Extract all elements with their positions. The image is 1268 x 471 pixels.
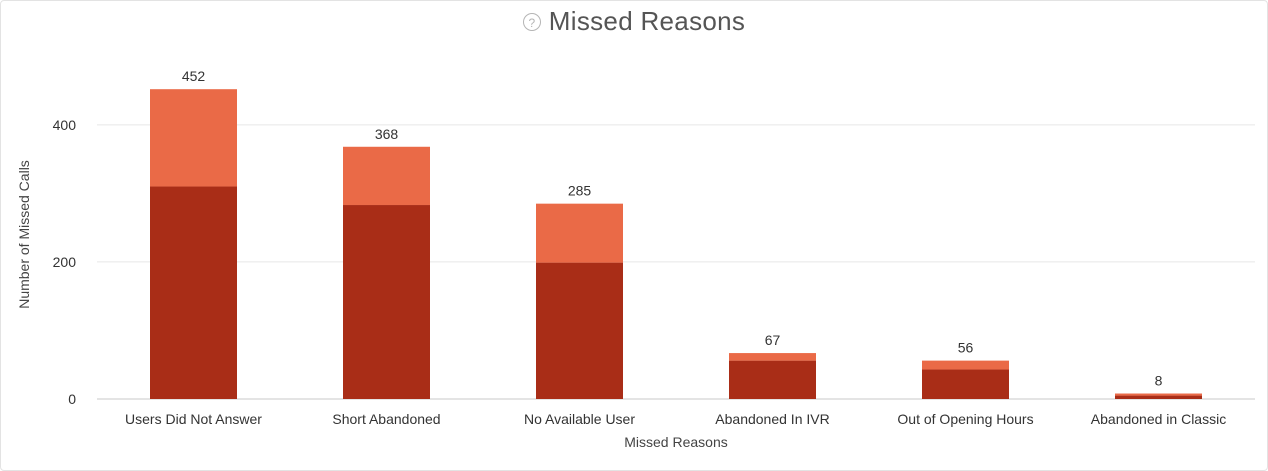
x-tick-label: No Available User bbox=[524, 411, 635, 427]
x-tick-label: Abandoned In IVR bbox=[715, 411, 829, 427]
bar-segment[interactable] bbox=[536, 262, 623, 399]
help-icon[interactable]: ? bbox=[522, 12, 541, 31]
y-tick-label: 400 bbox=[53, 117, 77, 133]
chart-title-bar: ? Missed Reasons bbox=[0, 6, 1268, 37]
bar-segment[interactable] bbox=[343, 146, 430, 206]
x-axis-title: Missed Reasons bbox=[624, 434, 728, 450]
bar-segment[interactable] bbox=[1115, 395, 1202, 399]
data-label: 285 bbox=[568, 183, 592, 199]
y-tick-label: 0 bbox=[68, 391, 76, 407]
y-tick-label: 200 bbox=[53, 254, 77, 270]
bar-segment[interactable] bbox=[729, 360, 816, 399]
bar-segment[interactable] bbox=[150, 186, 237, 399]
data-label: 452 bbox=[182, 68, 206, 84]
data-label: 8 bbox=[1155, 373, 1163, 389]
bar-segment[interactable] bbox=[1115, 393, 1202, 396]
y-axis-title: Number of Missed Calls bbox=[16, 160, 32, 309]
bar-segment[interactable] bbox=[922, 369, 1009, 399]
bar-segment[interactable] bbox=[922, 360, 1009, 370]
bar-segment[interactable] bbox=[536, 203, 623, 263]
data-label: 368 bbox=[375, 126, 399, 142]
x-tick-label: Short Abandoned bbox=[332, 411, 440, 427]
data-label: 67 bbox=[765, 332, 781, 348]
x-tick-label: Users Did Not Answer bbox=[125, 411, 262, 427]
bar-segment[interactable] bbox=[150, 89, 237, 187]
chart-title: Missed Reasons bbox=[548, 6, 746, 36]
bar-segment[interactable] bbox=[729, 353, 816, 361]
bar-segment[interactable] bbox=[343, 205, 430, 399]
x-tick-label: Out of Opening Hours bbox=[897, 411, 1033, 427]
x-tick-label: Abandoned in Classic bbox=[1091, 411, 1226, 427]
data-label: 56 bbox=[958, 340, 974, 356]
